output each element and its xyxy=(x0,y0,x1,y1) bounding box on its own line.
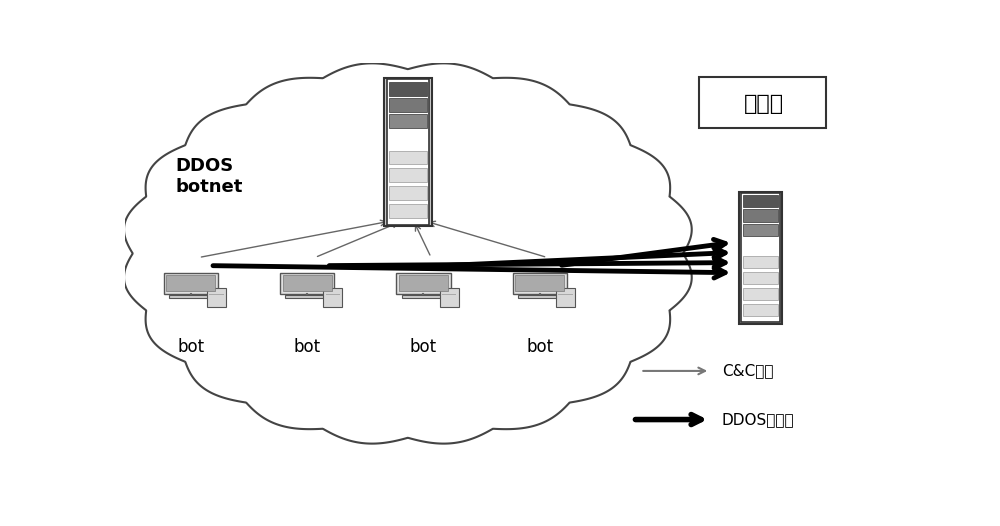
FancyBboxPatch shape xyxy=(440,288,459,307)
FancyBboxPatch shape xyxy=(166,275,215,291)
Text: C&C连接: C&C连接 xyxy=(722,363,773,378)
FancyBboxPatch shape xyxy=(389,186,427,200)
FancyBboxPatch shape xyxy=(743,288,778,300)
FancyBboxPatch shape xyxy=(285,295,329,298)
Text: DDOS
botnet: DDOS botnet xyxy=(175,157,243,196)
FancyBboxPatch shape xyxy=(556,288,575,307)
FancyBboxPatch shape xyxy=(739,191,782,323)
Text: bot: bot xyxy=(410,338,437,356)
Polygon shape xyxy=(124,63,692,443)
FancyBboxPatch shape xyxy=(741,193,780,322)
FancyBboxPatch shape xyxy=(743,209,778,221)
FancyBboxPatch shape xyxy=(399,275,448,291)
FancyBboxPatch shape xyxy=(207,288,226,307)
FancyBboxPatch shape xyxy=(384,78,432,226)
Text: bot: bot xyxy=(177,338,204,356)
FancyBboxPatch shape xyxy=(743,195,778,207)
FancyBboxPatch shape xyxy=(387,79,429,225)
FancyBboxPatch shape xyxy=(389,98,427,112)
FancyBboxPatch shape xyxy=(442,294,456,296)
FancyBboxPatch shape xyxy=(743,256,778,268)
FancyBboxPatch shape xyxy=(389,114,427,128)
FancyBboxPatch shape xyxy=(558,294,573,296)
FancyBboxPatch shape xyxy=(698,77,826,128)
FancyBboxPatch shape xyxy=(743,304,778,316)
Text: DDOS攻击流: DDOS攻击流 xyxy=(722,412,794,427)
Text: 受害者: 受害者 xyxy=(744,94,784,114)
FancyBboxPatch shape xyxy=(283,275,332,291)
FancyBboxPatch shape xyxy=(209,294,224,296)
FancyBboxPatch shape xyxy=(280,272,334,294)
FancyBboxPatch shape xyxy=(515,275,564,291)
FancyBboxPatch shape xyxy=(743,272,778,284)
FancyBboxPatch shape xyxy=(323,288,342,307)
FancyBboxPatch shape xyxy=(164,272,218,294)
FancyBboxPatch shape xyxy=(389,150,427,164)
FancyBboxPatch shape xyxy=(389,82,427,96)
FancyBboxPatch shape xyxy=(389,204,427,218)
FancyBboxPatch shape xyxy=(326,294,340,296)
FancyBboxPatch shape xyxy=(402,295,445,298)
FancyBboxPatch shape xyxy=(518,295,561,298)
Text: bot: bot xyxy=(526,338,553,356)
FancyBboxPatch shape xyxy=(389,168,427,182)
FancyBboxPatch shape xyxy=(169,295,213,298)
Text: bot: bot xyxy=(294,338,321,356)
FancyBboxPatch shape xyxy=(512,272,567,294)
FancyBboxPatch shape xyxy=(743,224,778,236)
FancyBboxPatch shape xyxy=(396,272,450,294)
